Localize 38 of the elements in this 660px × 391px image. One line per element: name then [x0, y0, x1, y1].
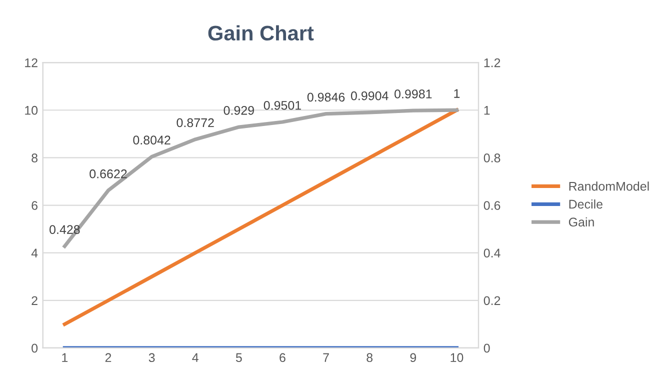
legend-label: RandomModel — [569, 182, 649, 191]
x-tick-label: 5 — [236, 353, 242, 362]
data-label: 0.9904 — [350, 91, 388, 100]
x-tick-label: 9 — [410, 353, 416, 362]
data-label: 0.8772 — [176, 118, 214, 128]
x-tick-label: 1 — [62, 353, 68, 362]
y-tick-label: 6 — [32, 201, 38, 210]
x-tick-label: 3 — [148, 353, 155, 362]
y2-tick-label: 0 — [484, 344, 490, 353]
legend-label: Gain — [568, 217, 594, 227]
data-label: 0.6622 — [90, 169, 127, 178]
data-label: 0.428 — [50, 225, 80, 234]
y-tick-label: 12 — [25, 58, 38, 68]
data-label: 0.9846 — [307, 92, 345, 102]
x-tick-label: 7 — [323, 353, 329, 362]
data-label: 0.9981 — [394, 90, 432, 98]
x-tick-label: 8 — [366, 353, 373, 362]
x-tick-label: 4 — [192, 353, 198, 362]
data-label: 0.8042 — [133, 136, 170, 145]
y-tick-label: 2 — [32, 296, 38, 305]
x-tick-label: 6 — [280, 353, 286, 362]
y2-tick-label: 1 — [484, 106, 490, 115]
x-tick-label: 2 — [105, 353, 112, 362]
chart-title: Gain Chart — [208, 25, 314, 41]
y2-tick-label: 0.6 — [484, 201, 500, 210]
y-tick-label: 8 — [32, 154, 38, 162]
x-tick-label: 10 — [450, 353, 464, 362]
y-tick-label: 0 — [32, 344, 38, 353]
data-label: 0.929 — [224, 106, 254, 115]
y-tick-label: 4 — [31, 248, 38, 258]
legend-label: Decile — [569, 199, 602, 209]
y-tick-label: 10 — [25, 106, 38, 115]
data-label: 0.9501 — [264, 100, 301, 110]
data-label: 1 — [454, 89, 460, 98]
y2-tick-label: 0.2 — [484, 296, 500, 306]
y2-tick-label: 1.2 — [484, 58, 500, 68]
y2-tick-label: 0.8 — [484, 154, 500, 162]
y2-tick-label: 0.4 — [484, 248, 500, 258]
